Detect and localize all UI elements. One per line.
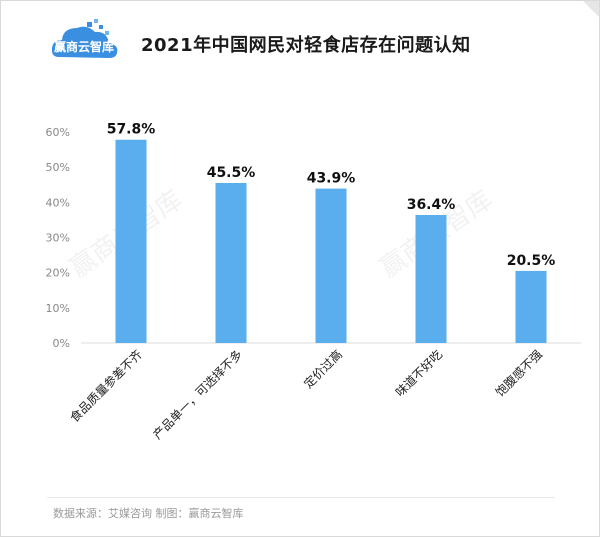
y-tick-label-6: 60% bbox=[46, 126, 70, 139]
bar-3 bbox=[415, 214, 447, 343]
category-label-3: 味道不好吃 bbox=[393, 347, 445, 399]
y-tick-label-0: 0% bbox=[53, 337, 70, 350]
bar-2 bbox=[315, 188, 347, 343]
bar-layer bbox=[115, 139, 547, 343]
category-label-0: 食品质量参差不齐 bbox=[67, 347, 145, 425]
bar-1 bbox=[215, 182, 247, 343]
footer-divider bbox=[47, 497, 555, 498]
category-label-4: 饱腹感不强 bbox=[492, 347, 545, 400]
brand-logo: 赢商云智库 bbox=[51, 19, 118, 58]
bar-4 bbox=[515, 270, 547, 343]
value-label-4: 20.5% bbox=[507, 253, 556, 269]
y-tick-label-4: 40% bbox=[46, 196, 70, 209]
y-tick-label-5: 50% bbox=[46, 161, 70, 174]
y-tick-label-3: 30% bbox=[46, 232, 70, 245]
value-label-0: 57.8% bbox=[107, 122, 156, 138]
logo-text: 赢商云智库 bbox=[54, 39, 114, 54]
value-label-2: 43.9% bbox=[307, 171, 356, 187]
y-tick-label-1: 10% bbox=[46, 302, 70, 315]
axis-layer: 0% 10% 20% 30% 40% 50% 60% bbox=[46, 126, 581, 350]
value-label-3: 36.4% bbox=[407, 197, 456, 213]
category-label-1: 产品单一，可选择不多 bbox=[150, 347, 245, 442]
bar-chart: 赢商云智库赢商云智库 0%10%20%30%40%50%60% 57.8%食品质… bbox=[46, 122, 581, 442]
bar-0 bbox=[115, 139, 147, 343]
y-tick-label-2: 20% bbox=[46, 267, 70, 280]
category-label-2: 定价过高 bbox=[301, 347, 346, 392]
value-label-1: 45.5% bbox=[207, 165, 256, 181]
chart-title: 2021年中国网民对轻食店存在问题认知 bbox=[141, 35, 471, 56]
source-note: 数据来源：艾媒咨询 制图：赢商云智库 bbox=[53, 507, 244, 520]
corner-fold bbox=[583, 1, 599, 17]
